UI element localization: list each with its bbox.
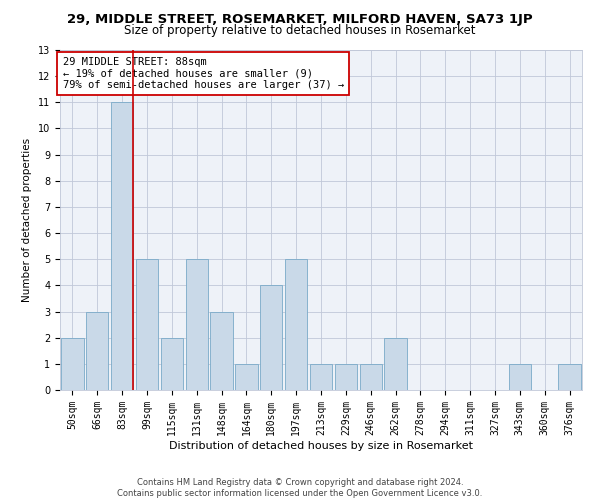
Bar [559, 364, 581, 390]
Bar [111, 102, 133, 390]
Text: 29 MIDDLE STREET: 88sqm
← 19% of detached houses are smaller (9)
79% of semi-det: 29 MIDDLE STREET: 88sqm ← 19% of detache… [62, 57, 344, 90]
Bar [385, 338, 407, 390]
X-axis label: Distribution of detached houses by size in Rosemarket: Distribution of detached houses by size … [169, 440, 473, 450]
Bar [509, 364, 531, 390]
Bar [310, 364, 332, 390]
Bar [211, 312, 233, 390]
Bar [86, 312, 109, 390]
Y-axis label: Number of detached properties: Number of detached properties [22, 138, 32, 302]
Bar [136, 259, 158, 390]
Text: Contains HM Land Registry data © Crown copyright and database right 2024.
Contai: Contains HM Land Registry data © Crown c… [118, 478, 482, 498]
Bar [185, 259, 208, 390]
Bar [260, 286, 283, 390]
Bar [235, 364, 257, 390]
Bar [359, 364, 382, 390]
Bar [335, 364, 357, 390]
Text: 29, MIDDLE STREET, ROSEMARKET, MILFORD HAVEN, SA73 1JP: 29, MIDDLE STREET, ROSEMARKET, MILFORD H… [67, 12, 533, 26]
Text: Size of property relative to detached houses in Rosemarket: Size of property relative to detached ho… [124, 24, 476, 37]
Bar [161, 338, 183, 390]
Bar [285, 259, 307, 390]
Bar [61, 338, 83, 390]
